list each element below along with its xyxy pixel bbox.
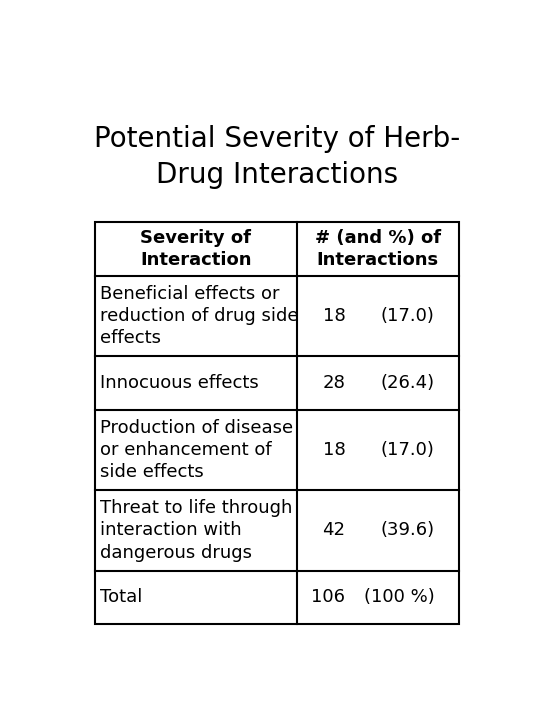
Text: # (and %) of
Interactions: # (and %) of Interactions xyxy=(315,229,441,269)
Text: 106: 106 xyxy=(312,588,346,606)
Text: (39.6): (39.6) xyxy=(380,521,435,539)
Text: (17.0): (17.0) xyxy=(381,441,435,459)
Text: 18: 18 xyxy=(322,307,346,325)
Bar xyxy=(94,222,459,624)
Text: Potential Severity of Herb-
Drug Interactions: Potential Severity of Herb- Drug Interac… xyxy=(93,125,460,189)
Text: Innocuous effects: Innocuous effects xyxy=(100,374,259,392)
Text: 28: 28 xyxy=(322,374,346,392)
Text: (26.4): (26.4) xyxy=(380,374,435,392)
Text: Production of disease
or enhancement of
side effects: Production of disease or enhancement of … xyxy=(100,419,293,481)
Text: Threat to life through
interaction with
dangerous drugs: Threat to life through interaction with … xyxy=(100,499,292,562)
Text: (17.0): (17.0) xyxy=(381,307,435,325)
Text: (100 %): (100 %) xyxy=(364,588,435,606)
Text: 18: 18 xyxy=(322,441,346,459)
Text: Beneficial effects or
reduction of drug side
effects: Beneficial effects or reduction of drug … xyxy=(100,285,298,347)
Text: Severity of
Interaction: Severity of Interaction xyxy=(140,229,252,269)
Text: Total: Total xyxy=(100,588,142,606)
Text: 42: 42 xyxy=(322,521,346,539)
